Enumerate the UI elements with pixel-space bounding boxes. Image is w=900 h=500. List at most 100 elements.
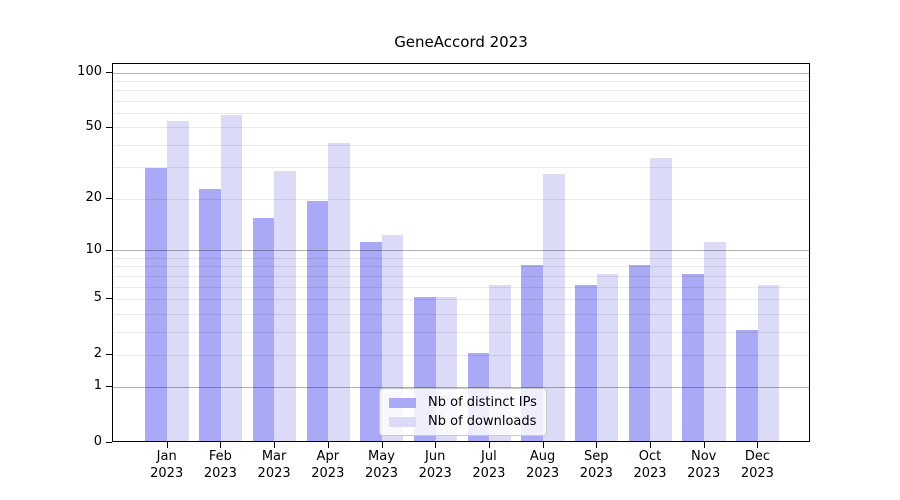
minor-gridline [112, 81, 809, 83]
x-tick-label: Jul 2023 [457, 449, 521, 482]
bar-nov-distinct-ips [682, 274, 705, 441]
x-axis-tick [274, 441, 276, 448]
bar-may-distinct-ips [360, 241, 382, 441]
x-tick-label: Dec 2023 [725, 449, 789, 482]
bar-feb-distinct-ips [199, 189, 221, 441]
x-axis-tick [757, 441, 759, 448]
x-tick-year: 2023 [257, 465, 291, 481]
bar-mar-downloads [274, 170, 297, 441]
x-tick-label: Feb 2023 [188, 449, 252, 482]
x-tick-year: 2023 [633, 465, 667, 481]
y-tick-label: 0 [93, 433, 102, 449]
bar-sep-downloads [596, 274, 619, 441]
y-axis-tick [105, 197, 112, 199]
x-tick-month: Aug [529, 449, 556, 464]
x-axis-tick [596, 441, 598, 448]
x-axis-tick [703, 441, 705, 448]
x-tick-month: May [368, 449, 395, 464]
x-tick-month: Nov [691, 449, 717, 464]
legend-swatch-distinct-ips [389, 397, 416, 408]
x-tick-label: Nov 2023 [672, 449, 736, 482]
legend-item-distinct-ips: Nb of distinct IPs [389, 394, 537, 411]
bar-nov-downloads [704, 241, 726, 441]
y-tick-label: 1 [93, 378, 102, 394]
chart-title: GeneAccord 2023 [394, 33, 528, 51]
x-axis-tick [327, 441, 329, 448]
x-tick-year: 2023 [364, 465, 399, 481]
minor-gridline [112, 167, 809, 169]
x-tick-month: Feb [208, 449, 232, 464]
legend-item-downloads: Nb of downloads [389, 413, 537, 430]
minor-gridline [112, 127, 809, 129]
x-tick-month: Sep [584, 449, 609, 464]
x-axis-tick [435, 441, 437, 448]
x-axis-tick [381, 441, 383, 448]
bar-mar-distinct-ips [252, 218, 275, 441]
x-tick-year: 2023 [526, 465, 560, 481]
x-tick-label: Mar 2023 [242, 449, 306, 482]
x-tick-label: Sep 2023 [564, 449, 628, 482]
y-tick-label: 10 [85, 241, 102, 257]
x-tick-label: Apr 2023 [296, 449, 360, 482]
major-gridline [112, 72, 809, 74]
minor-gridline [112, 313, 809, 315]
minor-gridline [112, 299, 809, 301]
bar-dec-distinct-ips [736, 329, 758, 441]
minor-gridline [112, 90, 809, 92]
minor-gridline [112, 286, 809, 288]
x-tick-year: 2023 [311, 465, 345, 481]
minor-gridline [112, 354, 809, 356]
bar-jan-downloads [167, 120, 189, 441]
legend: Nb of distinct IPs Nb of downloads [379, 388, 547, 436]
bar-oct-distinct-ips [628, 264, 651, 441]
major-gridline [112, 387, 809, 389]
bar-apr-distinct-ips [306, 200, 329, 441]
x-tick-month: Oct [638, 449, 662, 464]
x-axis-tick [220, 441, 222, 448]
x-tick-month: Jun [425, 449, 446, 464]
x-tick-month: Apr [316, 449, 340, 464]
legend-swatch-downloads [389, 416, 416, 427]
minor-gridline [112, 113, 809, 115]
x-tick-year: 2023 [418, 465, 452, 481]
y-tick-label: 50 [85, 118, 102, 134]
plot-area [111, 63, 810, 442]
legend-label-distinct-ips: Nb of distinct IPs [428, 395, 537, 410]
y-axis-tick [105, 386, 112, 388]
y-axis-tick [105, 353, 112, 355]
minor-gridline [112, 331, 809, 333]
x-axis-tick [166, 441, 168, 448]
x-tick-label: Aug 2023 [511, 449, 575, 482]
y-axis-tick [105, 126, 112, 128]
y-tick-label: 100 [77, 63, 102, 79]
y-axis-tick [105, 249, 112, 251]
x-tick-year: 2023 [687, 465, 721, 481]
bar-apr-downloads [328, 143, 350, 441]
bar-aug-downloads [542, 173, 565, 441]
legend-label-downloads: Nb of downloads [428, 414, 537, 429]
x-tick-label: May 2023 [350, 449, 414, 482]
y-axis-tick [105, 441, 112, 443]
minor-gridline [112, 144, 809, 146]
y-tick-label: 2 [93, 345, 102, 361]
minor-gridline [112, 198, 809, 200]
x-tick-month: Jul [481, 449, 497, 464]
x-tick-year: 2023 [472, 465, 506, 481]
x-tick-year: 2023 [579, 465, 613, 481]
bar-oct-downloads [650, 158, 672, 441]
x-tick-label: Oct 2023 [618, 449, 682, 482]
bar-dec-downloads [757, 284, 780, 441]
bar-feb-downloads [220, 115, 243, 441]
x-tick-month: Mar [261, 449, 287, 464]
y-tick-label: 20 [85, 189, 102, 205]
x-tick-year: 2023 [740, 465, 774, 481]
bar-jan-distinct-ips [145, 168, 168, 441]
x-axis-tick [488, 441, 490, 448]
x-tick-year: 2023 [203, 465, 237, 481]
y-axis-tick [105, 71, 112, 73]
minor-gridline [112, 258, 809, 260]
major-gridline [112, 250, 809, 252]
x-tick-year: 2023 [150, 465, 184, 481]
x-axis-tick [650, 441, 651, 448]
